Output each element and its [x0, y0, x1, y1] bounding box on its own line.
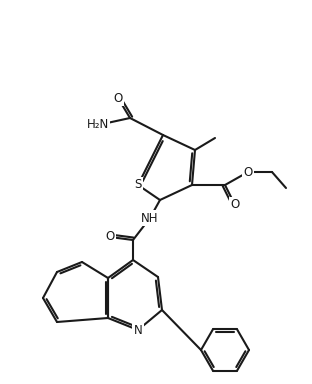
Text: S: S [134, 179, 142, 192]
Text: O: O [243, 166, 253, 179]
Text: O: O [113, 91, 123, 104]
Text: O: O [105, 230, 115, 243]
Text: NH: NH [141, 212, 159, 225]
Text: H₂N: H₂N [87, 119, 109, 131]
Text: O: O [230, 199, 240, 212]
Text: N: N [134, 323, 142, 336]
